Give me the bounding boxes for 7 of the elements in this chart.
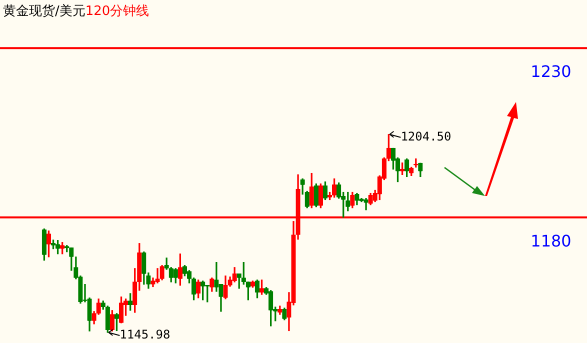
ref-line-label: 1230 xyxy=(530,62,572,82)
candlestick xyxy=(155,268,160,284)
ref-line-label: 1180 xyxy=(530,231,572,250)
chart-subtitle: 120分钟线 xyxy=(85,4,150,19)
annotation: 1145.98 xyxy=(120,328,170,342)
chart-title: 黄金现货/美元 xyxy=(3,4,86,19)
annotation: 1204.50 xyxy=(400,130,452,144)
